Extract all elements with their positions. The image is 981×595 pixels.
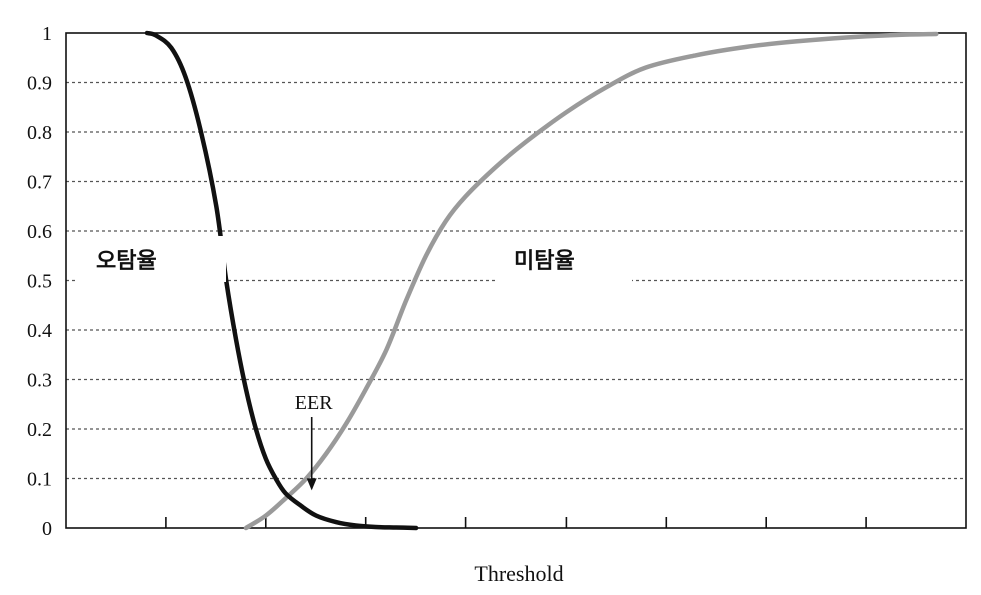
y-tick-label: 0.9 (27, 73, 52, 95)
plot-frame (65, 32, 967, 529)
annotations: EER (295, 392, 333, 491)
false-positive-rate-label-box (78, 236, 226, 282)
y-tick-label: 0.7 (27, 172, 52, 194)
y-tick-label: 0.4 (27, 320, 52, 342)
y-tick-label: 0.8 (27, 122, 52, 144)
eer-arrow-head (306, 478, 317, 491)
y-tick-label: 0.5 (27, 271, 52, 293)
false-negative-rate-line (243, 31, 939, 531)
y-tick-label: 1 (42, 23, 52, 45)
eer-label: EER (295, 392, 333, 414)
y-tick-label: 0.2 (27, 419, 52, 441)
x-axis-ticks (165, 517, 867, 528)
false-negative-rate-label: 미탐율 (514, 249, 575, 274)
y-tick-label: 0.1 (27, 469, 52, 491)
false-positive-rate-label: 오탐율 (96, 249, 157, 274)
series-labels: 오탐율 미탐율 (78, 236, 632, 282)
y-tick-label: 0.3 (27, 370, 52, 392)
y-axis-tick-labels: 0 0.1 0.2 0.3 0.4 0.5 0.6 0.7 0.8 0.9 1 (27, 23, 52, 540)
false-positive-rate-line (144, 30, 419, 531)
x-axis-title: Threshold (474, 561, 563, 586)
series-lines (144, 30, 939, 531)
false-negative-rate-label-box (496, 236, 632, 282)
y-tick-label: 0.6 (27, 221, 52, 243)
y-tick-label: 0 (42, 518, 52, 540)
